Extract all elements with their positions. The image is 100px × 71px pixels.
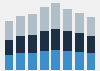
Bar xyxy=(87,36,95,53)
Bar xyxy=(52,29,60,50)
Bar xyxy=(16,53,25,70)
Bar xyxy=(5,55,13,70)
Bar xyxy=(75,52,84,70)
Bar xyxy=(52,3,60,29)
Bar xyxy=(5,21,13,40)
Bar xyxy=(5,40,13,55)
Bar xyxy=(28,35,37,53)
Bar xyxy=(63,31,72,51)
Bar xyxy=(28,53,37,70)
Bar xyxy=(40,31,48,51)
Bar xyxy=(28,14,37,35)
Bar xyxy=(75,33,84,52)
Bar xyxy=(16,36,25,53)
Bar xyxy=(40,51,48,70)
Bar xyxy=(63,51,72,70)
Bar xyxy=(87,17,95,36)
Bar xyxy=(75,13,84,33)
Bar xyxy=(40,7,48,31)
Bar xyxy=(52,50,60,70)
Bar xyxy=(87,53,95,70)
Bar xyxy=(63,9,72,31)
Bar xyxy=(16,16,25,36)
